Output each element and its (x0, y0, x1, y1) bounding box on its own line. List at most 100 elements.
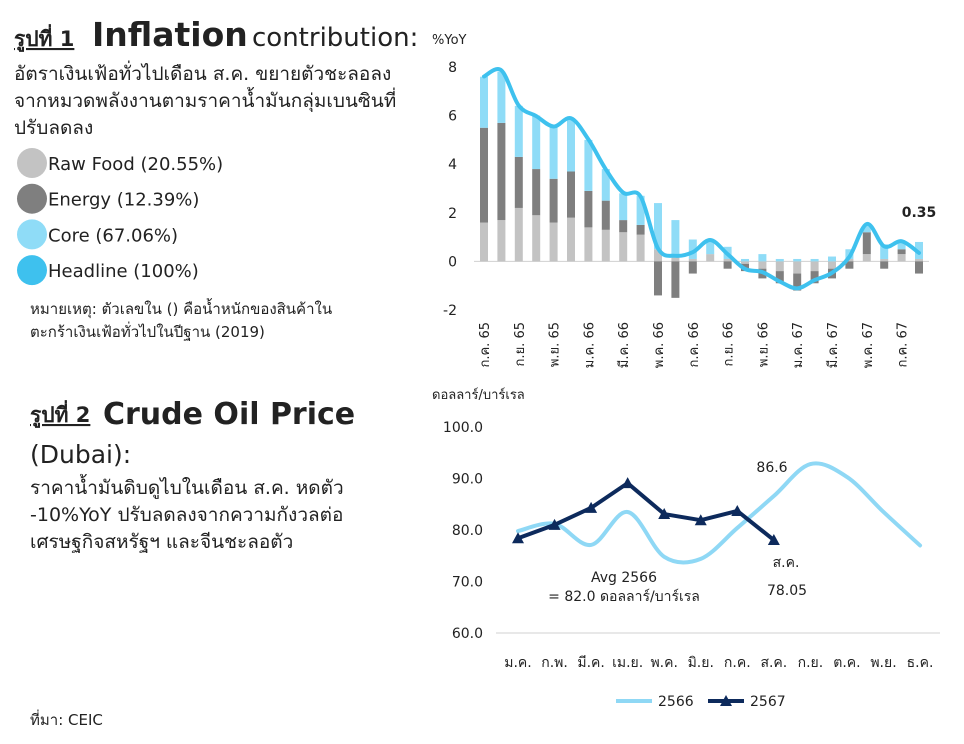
bar-segment (810, 271, 819, 284)
legend-label: 2567 (750, 694, 786, 710)
bar-segment (584, 139, 593, 191)
bar-segment (775, 261, 784, 272)
x-tick-label: ก.ย. 65 (513, 322, 528, 366)
bar-segment (880, 244, 889, 259)
y-tick-label: 6 (448, 109, 457, 125)
bar-segment (636, 224, 645, 235)
x-tick-label: ก.ค. 65 (478, 322, 493, 368)
x-tick-label: มี.ค. 66 (616, 322, 632, 368)
y-axis-label: ดอลลาร์/บาร์เรล (432, 387, 525, 403)
subtitle: ราคาน้ำมันดิบดูไบในเดือน ส.ค. หดตัว (30, 474, 344, 499)
x-tick-label: พ.ค. 66 (652, 322, 667, 368)
bar-segment (915, 258, 923, 262)
bar-segment (723, 258, 732, 262)
x-tick-label: พ.ย. (870, 655, 896, 671)
point-marker (731, 504, 744, 516)
bar-segment (845, 261, 854, 269)
bar-segment (654, 261, 662, 296)
bar-segment (567, 118, 575, 172)
x-tick-label: มี.ค. 67 (825, 322, 841, 368)
bar-segment (793, 258, 802, 262)
bar-segment (741, 261, 749, 264)
y-tick-label: 8 (448, 60, 457, 76)
bar-segment (775, 258, 784, 262)
point-marker (658, 508, 671, 520)
x-tick-label: พ.ย. 66 (756, 322, 771, 367)
bar-segment (723, 261, 732, 269)
bar-segment (636, 234, 645, 262)
bar-segment (810, 258, 819, 262)
value-label: 0.35 (902, 205, 937, 221)
chart-title-suffix: (Dubai): (30, 440, 131, 469)
y-tick-label: 90.0 (452, 472, 483, 488)
x-tick-label: ม.ค. (504, 655, 532, 671)
x-tick-label: พ.ค. (650, 655, 678, 671)
bar-segment (480, 76, 488, 128)
bar-segment (793, 261, 802, 274)
bar-segment (619, 220, 628, 233)
legend-label: 2566 (658, 694, 694, 710)
bar-segment (480, 127, 488, 223)
x-tick-label: ก.พ. (541, 655, 568, 671)
subtitle: จากหมวดพลังงานตามราคาน้ำมันกลุ่มเบนซินที… (14, 87, 396, 113)
y-tick-label: 100.0 (443, 420, 483, 436)
bar-segment (549, 178, 558, 223)
bar-segment (671, 261, 680, 298)
bar-segment (880, 261, 889, 269)
x-tick-label: มี.ค. (577, 655, 605, 671)
bar-segment (549, 222, 558, 262)
series-line (516, 461, 923, 565)
x-tick-label: ต.ค. (833, 655, 860, 671)
point-marker (512, 532, 524, 544)
bar-segment (584, 227, 593, 262)
legend-marker (17, 183, 47, 214)
point-marker (548, 518, 561, 530)
bar-segment (549, 125, 558, 179)
x-tick-label: เม.ย. (612, 655, 643, 671)
y-tick-label: 2 (448, 206, 457, 222)
bar-segment (706, 239, 715, 255)
point-marker (767, 534, 780, 546)
bar-segment (915, 261, 923, 274)
legend-label: Headline (100%) (48, 261, 199, 282)
annotation: = 82.0 ดอลลาร์/บาร์เรล (548, 588, 700, 605)
headline-line (482, 67, 921, 291)
legend-label: Core (67.06%) (48, 225, 178, 246)
bar-segment (845, 258, 854, 262)
subtitle: ปรับลดลง (14, 117, 93, 139)
y-tick-label: 80.0 (452, 523, 483, 539)
legend-marker (17, 219, 47, 250)
figure-label: รูปที่ 2 (30, 399, 90, 429)
x-tick-label: พ.ค. 67 (861, 322, 876, 368)
note: ตะกร้าเงินเฟ้อทั่วไปในปีฐาน (2019) (30, 321, 265, 341)
bar-segment (480, 222, 488, 262)
bar-segment (619, 193, 628, 221)
annotation: Avg 2566 (591, 570, 657, 586)
point-marker (621, 477, 634, 489)
bar-segment (619, 232, 628, 262)
bar-segment (497, 71, 506, 123)
bar-segment (862, 224, 871, 233)
bar-segment (793, 273, 802, 291)
bar-segment (532, 169, 541, 216)
x-tick-label: ก.ค. 66 (687, 322, 702, 368)
bar-segment (514, 207, 523, 262)
bar-segment (775, 271, 784, 284)
subtitle: -10%YoY ปรับลดลงจากความกังวลต่อ (30, 504, 343, 526)
y-tick-label: 70.0 (452, 575, 483, 591)
bar-segment (810, 261, 819, 272)
legend-marker (17, 255, 47, 286)
bar-segment (758, 254, 767, 262)
value-label: 78.05 (767, 583, 807, 599)
source: ที่มา: CEIC (30, 709, 103, 729)
bar-segment (828, 256, 836, 262)
bar-segment (758, 261, 767, 269)
bar-segment (584, 190, 593, 228)
x-tick-label: พ.ย. 65 (548, 322, 563, 367)
bar-segment (862, 232, 871, 255)
bar-segment (671, 220, 680, 255)
annotation: ส.ค. (773, 555, 800, 571)
bar-segment (688, 261, 697, 274)
bar-segment (514, 156, 523, 208)
